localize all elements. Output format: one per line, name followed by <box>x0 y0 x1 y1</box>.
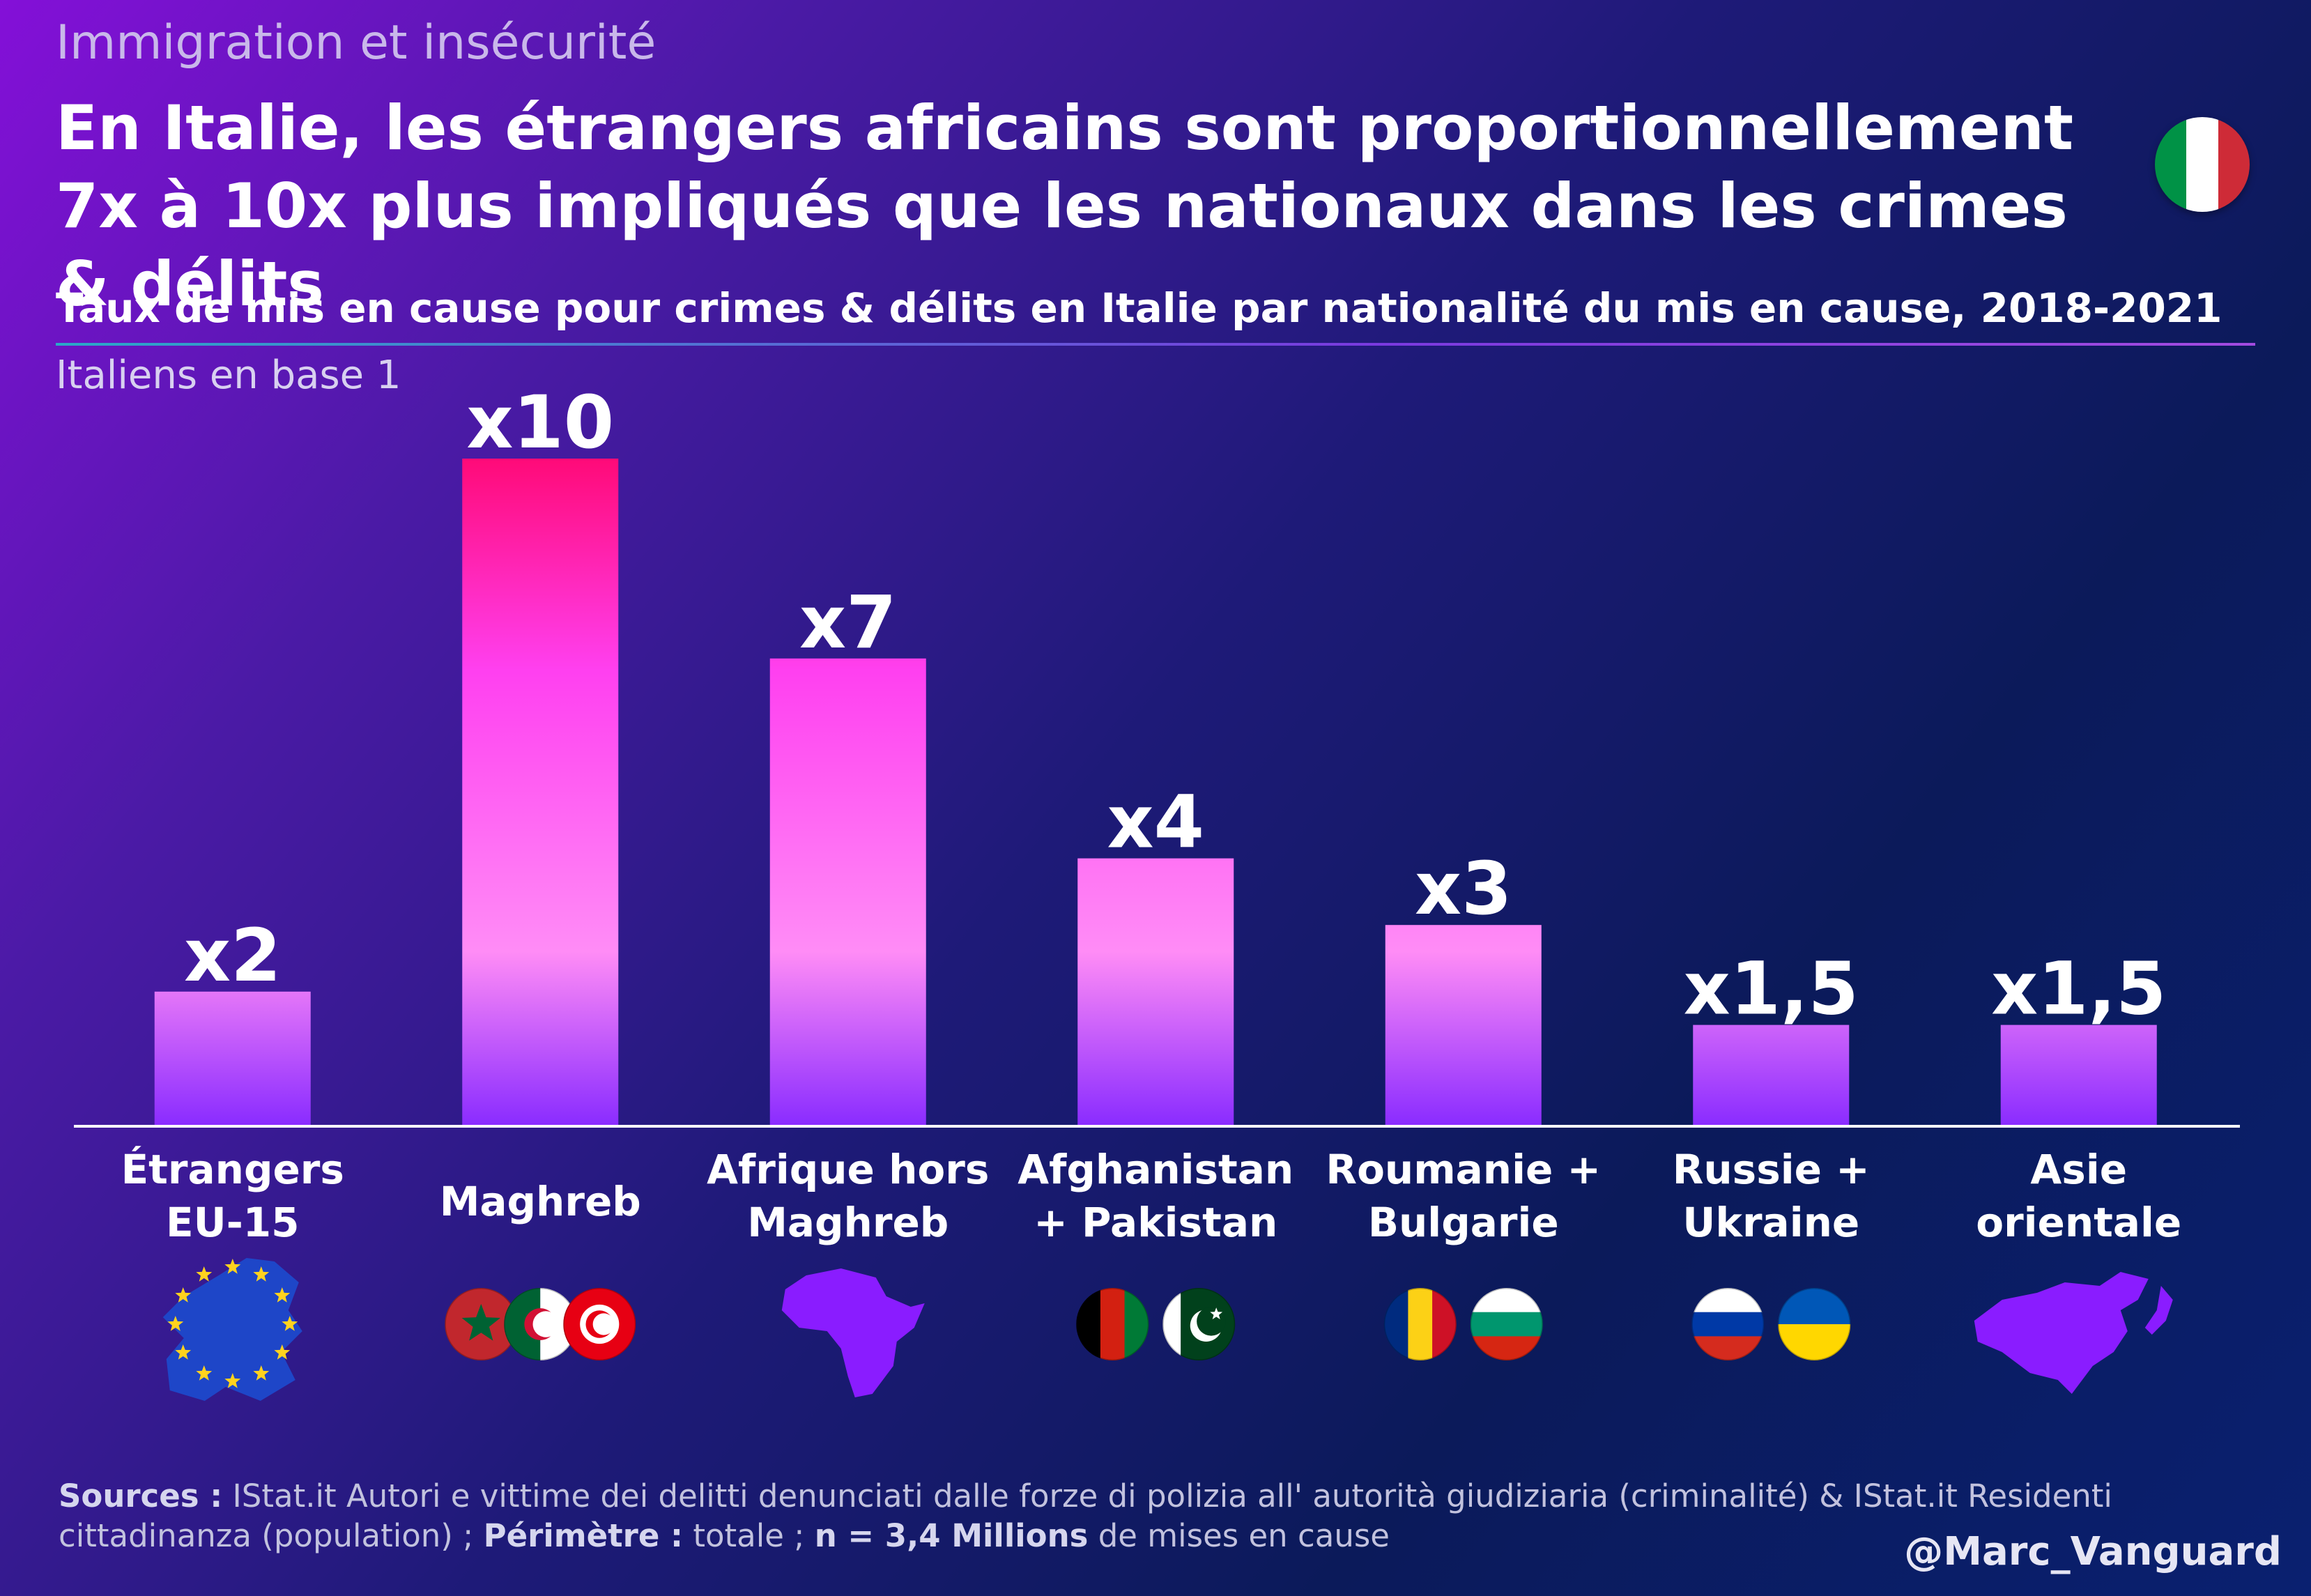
bulgaria-flag-icon <box>1470 1288 1543 1360</box>
ukraine-flag-icon <box>1778 1288 1851 1360</box>
bar-0 <box>154 991 311 1125</box>
sources-text: IStat.it Autori e vittime dei delitti de… <box>59 1478 2112 1554</box>
sources-label: Sources : <box>59 1478 223 1514</box>
russia-flag-icon <box>1691 1288 1765 1360</box>
perimeter-text: totale ; <box>683 1517 815 1554</box>
africa-map-icon <box>781 1268 925 1397</box>
category-label-3: + Pakistan <box>1034 1199 1277 1246</box>
chart-title: En Italie, les étrangers africains sont … <box>56 92 2074 320</box>
data-label-0: x2 <box>184 913 281 998</box>
base-note: Italiens en base 1 <box>56 353 401 398</box>
data-label-1: x10 <box>466 380 614 465</box>
sources-footer: Sources : IStat.it Autori e vittime dei … <box>59 1476 2205 1556</box>
eu-map-icon <box>162 1258 302 1401</box>
sample-size-label: n = 3,4 Millions <box>814 1517 1089 1554</box>
kicker-text: Immigration et insécurité <box>56 15 657 70</box>
category-label-0: Étrangers <box>121 1145 344 1193</box>
category-label-4: Bulgarie <box>1368 1199 1559 1246</box>
bars-group <box>154 459 2157 1125</box>
afghanistan-flag-icon <box>1076 1288 1149 1360</box>
chart-subtitle: Taux de mis en cause pour crimes & délit… <box>56 284 2222 332</box>
tunisia-flag-icon <box>563 1288 636 1360</box>
category-label-6: orientale <box>1976 1199 2181 1246</box>
data-labels-group: x2 x10 x7 x4 x3 x1,5 x1,5 <box>184 380 2166 1031</box>
category-label-6: Asie <box>2030 1146 2127 1193</box>
category-label-5: Russie + <box>1673 1146 1870 1193</box>
category-icons-group <box>162 1258 2173 1401</box>
bar-5 <box>1693 1025 1850 1125</box>
category-label-5: Ukraine <box>1682 1199 1859 1246</box>
data-label-3: x4 <box>1107 780 1204 865</box>
bar-6 <box>2000 1025 2157 1125</box>
data-label-4: x3 <box>1415 846 1512 931</box>
category-label-0: EU-15 <box>166 1199 300 1246</box>
category-label-4: Roumanie + <box>1326 1146 1601 1193</box>
author-handle: @Marc_Vanguard <box>1904 1529 2282 1574</box>
category-label-2: Maghreb <box>747 1199 949 1246</box>
pakistan-flag-icon <box>1162 1288 1236 1360</box>
bar-3 <box>1077 858 1234 1125</box>
category-label-2: Afrique hors <box>707 1146 989 1193</box>
bar-4 <box>1385 925 1542 1125</box>
east-asia-map-icon <box>1974 1272 2173 1394</box>
sample-size-text: de mises en cause <box>1088 1517 1390 1554</box>
bar-2 <box>769 658 926 1125</box>
data-label-2: x7 <box>799 580 896 665</box>
category-label-3: Afghanistan <box>1018 1146 1293 1193</box>
category-label-1: Maghreb <box>440 1178 641 1225</box>
data-label-6: x1,5 <box>1991 946 2166 1031</box>
category-labels-group: Étrangers EU-15 Maghreb Afrique hors Maghreb… <box>121 1145 2182 1246</box>
perimeter-label: Périmètre : <box>483 1517 684 1554</box>
data-label-5: x1,5 <box>1684 946 1859 1031</box>
bar-1 <box>462 459 619 1125</box>
subtitle-divider <box>56 343 2255 346</box>
romania-flag-icon <box>1383 1288 1457 1360</box>
italy-flag-white <box>2186 117 2218 212</box>
